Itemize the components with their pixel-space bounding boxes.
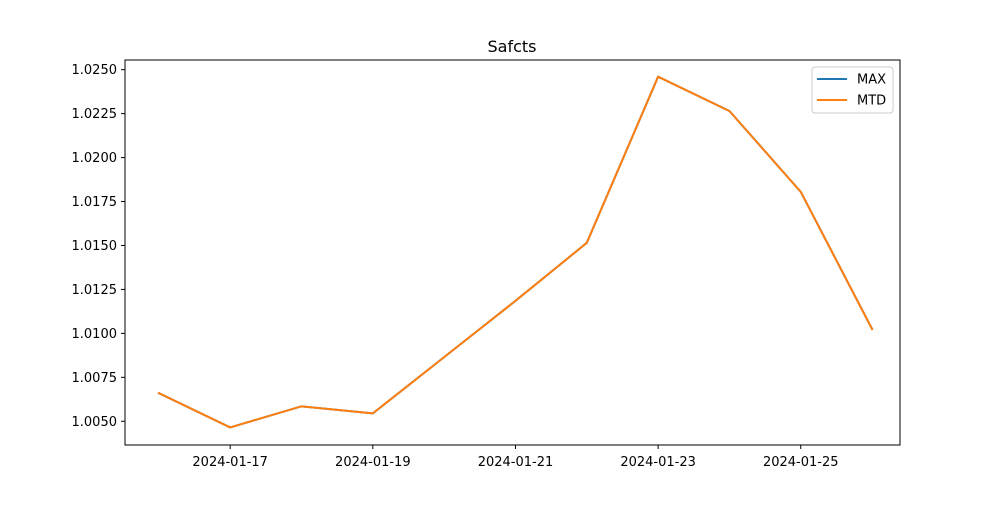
- x-tick-label: 2024-01-25: [763, 455, 839, 470]
- legend-label-max: MAX: [857, 73, 886, 88]
- y-tick-label: 1.0150: [72, 239, 118, 254]
- x-tick-label: 2024-01-17: [192, 455, 268, 470]
- y-tick-label: 1.0250: [72, 63, 118, 78]
- x-tick-label: 2024-01-19: [335, 455, 411, 470]
- series-line-mtd: [157, 75, 874, 429]
- plot-area: [157, 75, 874, 429]
- y-axis: 1.0050 1.0075 1.0100 1.0125 1.0150 1.0175 1.02…: [72, 63, 125, 430]
- plot-frame: [124, 59, 901, 446]
- chart-title: Safcts: [488, 37, 537, 56]
- legend-label-mtd: MTD: [857, 94, 886, 109]
- legend: MAX MTD: [811, 66, 894, 114]
- y-tick-label: 1.0175: [72, 195, 118, 210]
- y-tick-label: 1.0125: [72, 283, 118, 298]
- y-tick-label: 1.0200: [72, 151, 118, 166]
- y-tick-label: 1.0225: [72, 107, 118, 122]
- y-tick-label: 1.0100: [72, 327, 118, 342]
- x-tick-label: 2024-01-23: [620, 455, 696, 470]
- x-tick-label: 2024-01-21: [478, 455, 554, 470]
- x-axis: 2024-01-17 2024-01-19 2024-01-21 2024-01-23…: [192, 445, 839, 470]
- y-tick-label: 1.0050: [72, 415, 118, 430]
- series-line-max: [157, 75, 874, 429]
- y-tick-label: 1.0075: [72, 371, 118, 386]
